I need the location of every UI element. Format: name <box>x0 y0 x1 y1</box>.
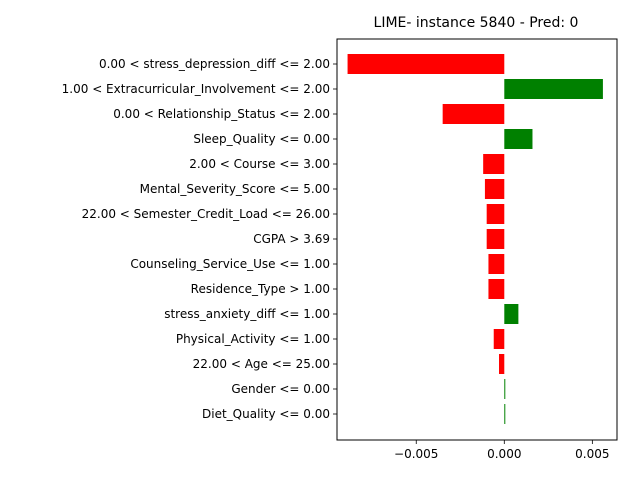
bar-13 <box>504 379 506 399</box>
y-tick-label-11: Physical_Activity <= 1.00 <box>176 332 330 346</box>
bar-2 <box>442 104 505 124</box>
bar-1 <box>504 79 603 99</box>
bar-11 <box>493 329 505 349</box>
y-tick-label-1: 1.00 < Extracurricular_Involvement <= 2.… <box>62 82 330 96</box>
y-tick-label-7: CGPA > 3.69 <box>253 232 330 246</box>
bar-12 <box>499 354 505 374</box>
bar-5 <box>484 179 505 199</box>
y-tick-label-5: Mental_Severity_Score <= 5.00 <box>140 182 330 196</box>
bars-layer <box>347 54 603 424</box>
bar-3 <box>504 129 533 149</box>
y-tick-label-14: Diet_Quality <= 0.00 <box>202 407 330 421</box>
y-tick-label-12: 22.00 < Age <= 25.00 <box>193 357 330 371</box>
bar-8 <box>488 254 505 274</box>
x-tick-label-1: 0.000 <box>487 447 521 461</box>
bar-4 <box>483 154 505 174</box>
y-tick-label-2: 0.00 < Relationship_Status <= 2.00 <box>113 107 330 121</box>
bar-14 <box>504 404 506 424</box>
y-tick-label-0: 0.00 < stress_depression_diff <= 2.00 <box>99 57 330 71</box>
plot-frame <box>336 38 618 441</box>
y-tick-label-3: Sleep_Quality <= 0.00 <box>193 132 330 146</box>
bar-10 <box>504 304 519 324</box>
y-tick-label-9: Residence_Type > 1.00 <box>191 282 330 296</box>
bar-7 <box>486 229 505 249</box>
y-tick-label-13: Gender <= 0.00 <box>231 382 330 396</box>
y-tick-label-4: 2.00 < Course <= 3.00 <box>189 157 330 171</box>
y-tick-label-10: stress_anxiety_diff <= 1.00 <box>164 307 330 321</box>
x-axis: −0.005 0.000 0.005 <box>394 440 610 461</box>
bar-0 <box>347 54 505 74</box>
x-tick-label-2: 0.005 <box>575 447 609 461</box>
x-tick-label-0: −0.005 <box>394 447 438 461</box>
chart-title: LIME- instance 5840 - Pred: 0 <box>374 15 579 31</box>
y-tick-labels: 0.00 < stress_depression_diff <= 2.00 1.0… <box>62 57 337 421</box>
y-tick-label-6: 22.00 < Semester_Credit_Load <= 26.00 <box>82 207 330 221</box>
bar-6 <box>486 204 505 224</box>
y-tick-label-8: Counseling_Service_Use <= 1.00 <box>130 257 330 271</box>
bar-9 <box>488 279 505 299</box>
